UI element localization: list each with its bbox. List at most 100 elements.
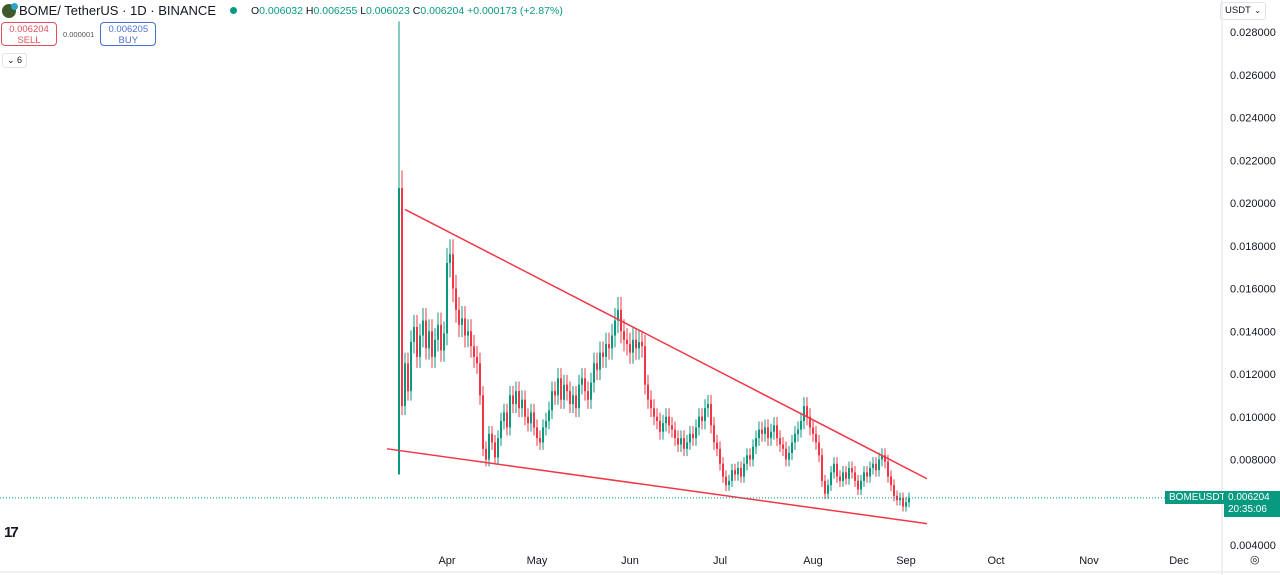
candle-body xyxy=(608,344,610,349)
candle-body xyxy=(470,331,472,347)
y-tick-label: 0.014000 xyxy=(1230,326,1276,338)
candle-body xyxy=(452,254,454,289)
candle-body xyxy=(773,425,775,432)
chevron-down-icon: ⌄ xyxy=(1254,6,1261,15)
candle-body xyxy=(578,384,580,409)
candle-body xyxy=(713,425,715,443)
currency-select[interactable]: ⌄ USDT xyxy=(1220,2,1266,20)
candle-body xyxy=(422,320,424,336)
x-tick-label: Jun xyxy=(621,555,639,567)
candle-body xyxy=(890,476,892,486)
candle-body xyxy=(812,427,814,434)
x-tick-label: Sep xyxy=(896,555,916,567)
candle-body xyxy=(593,363,595,383)
candle-body xyxy=(761,429,763,434)
candle-body xyxy=(629,344,631,353)
candle-body xyxy=(446,262,448,334)
candle-body xyxy=(509,395,511,428)
candle-body xyxy=(848,468,850,479)
candle-body xyxy=(482,395,484,449)
candle-body xyxy=(677,438,679,445)
buy-button[interactable]: 0.006205 BUY xyxy=(100,22,157,46)
candle-body xyxy=(872,463,874,469)
candle-body xyxy=(419,335,421,357)
candle-body xyxy=(476,356,478,364)
indicators-toggle[interactable]: ⌄ 6 xyxy=(2,53,28,68)
candle-body xyxy=(491,433,493,443)
candle-body xyxy=(410,341,412,392)
candle-body xyxy=(782,444,784,449)
y-tick-label: 0.016000 xyxy=(1230,284,1276,296)
candle-body xyxy=(551,391,553,411)
candle-body xyxy=(554,391,556,396)
candle-body xyxy=(404,363,406,407)
candle-body xyxy=(479,363,481,396)
x-tick-label: Oct xyxy=(987,555,1004,567)
candle-body xyxy=(659,421,661,432)
candle-body xyxy=(737,468,739,475)
candle-body xyxy=(806,406,808,417)
candle-body xyxy=(884,455,886,462)
candle-body xyxy=(569,391,571,404)
candle-body xyxy=(671,425,673,430)
last-price-tag: 0.006204 20:35:06 xyxy=(1224,491,1280,517)
candle-body xyxy=(776,425,778,439)
y-tick-label: 0.028000 xyxy=(1230,27,1276,39)
bome-logo-icon xyxy=(2,2,18,18)
candle-body xyxy=(461,318,463,325)
candle-body xyxy=(527,416,529,424)
candle-body xyxy=(731,470,733,481)
symbol-name[interactable]: BOME xyxy=(19,3,58,18)
y-tick-label: 0.024000 xyxy=(1230,113,1276,125)
candle-body xyxy=(851,468,853,473)
candle-body xyxy=(803,406,805,422)
candle-body xyxy=(758,429,760,439)
candle-body xyxy=(734,470,736,475)
candle-body xyxy=(521,399,523,409)
candle-body xyxy=(560,378,562,400)
candle-body xyxy=(860,480,862,490)
candle-body xyxy=(740,468,742,477)
candle-body xyxy=(833,463,835,473)
candle-body xyxy=(641,341,643,347)
y-tick-label: 0.018000 xyxy=(1230,241,1276,253)
candle-body xyxy=(497,438,499,458)
candle-body xyxy=(665,416,667,424)
candle-body xyxy=(572,395,574,404)
candle-body xyxy=(437,324,439,340)
settings-icon[interactable]: ◎ xyxy=(1250,554,1260,566)
symbol-price-tag: BOMEUSDT xyxy=(1165,491,1230,504)
candle-body xyxy=(800,421,802,430)
candle-body xyxy=(698,416,700,428)
candle-body xyxy=(878,459,880,471)
candle-body xyxy=(908,497,910,503)
candle-body xyxy=(647,384,649,400)
candle-body xyxy=(398,188,400,475)
candle-body xyxy=(875,463,877,471)
candle-body xyxy=(650,399,652,409)
candle-body xyxy=(407,363,409,392)
candle-body xyxy=(845,472,847,479)
candle-body xyxy=(590,382,592,400)
candle-body xyxy=(425,320,427,349)
candle-body xyxy=(455,288,457,310)
candle-body xyxy=(533,412,535,428)
y-tick-label: 0.004000 xyxy=(1230,540,1276,552)
candle-body xyxy=(827,485,829,494)
candle-body xyxy=(818,442,820,456)
candle-body xyxy=(839,476,841,481)
candle-body xyxy=(704,408,706,422)
candle-body xyxy=(602,352,604,357)
candle-body xyxy=(701,416,703,422)
x-tick-label: Dec xyxy=(1169,555,1189,567)
candle-body xyxy=(557,378,559,396)
candle-body xyxy=(626,339,628,345)
x-tick-label: May xyxy=(527,555,548,567)
candle-body xyxy=(416,326,418,357)
candle-body xyxy=(545,421,547,428)
candle-body xyxy=(434,339,436,357)
sell-button[interactable]: 0.006204 SELL xyxy=(1,22,57,46)
candle-body xyxy=(653,408,655,417)
candle-body xyxy=(881,455,883,460)
